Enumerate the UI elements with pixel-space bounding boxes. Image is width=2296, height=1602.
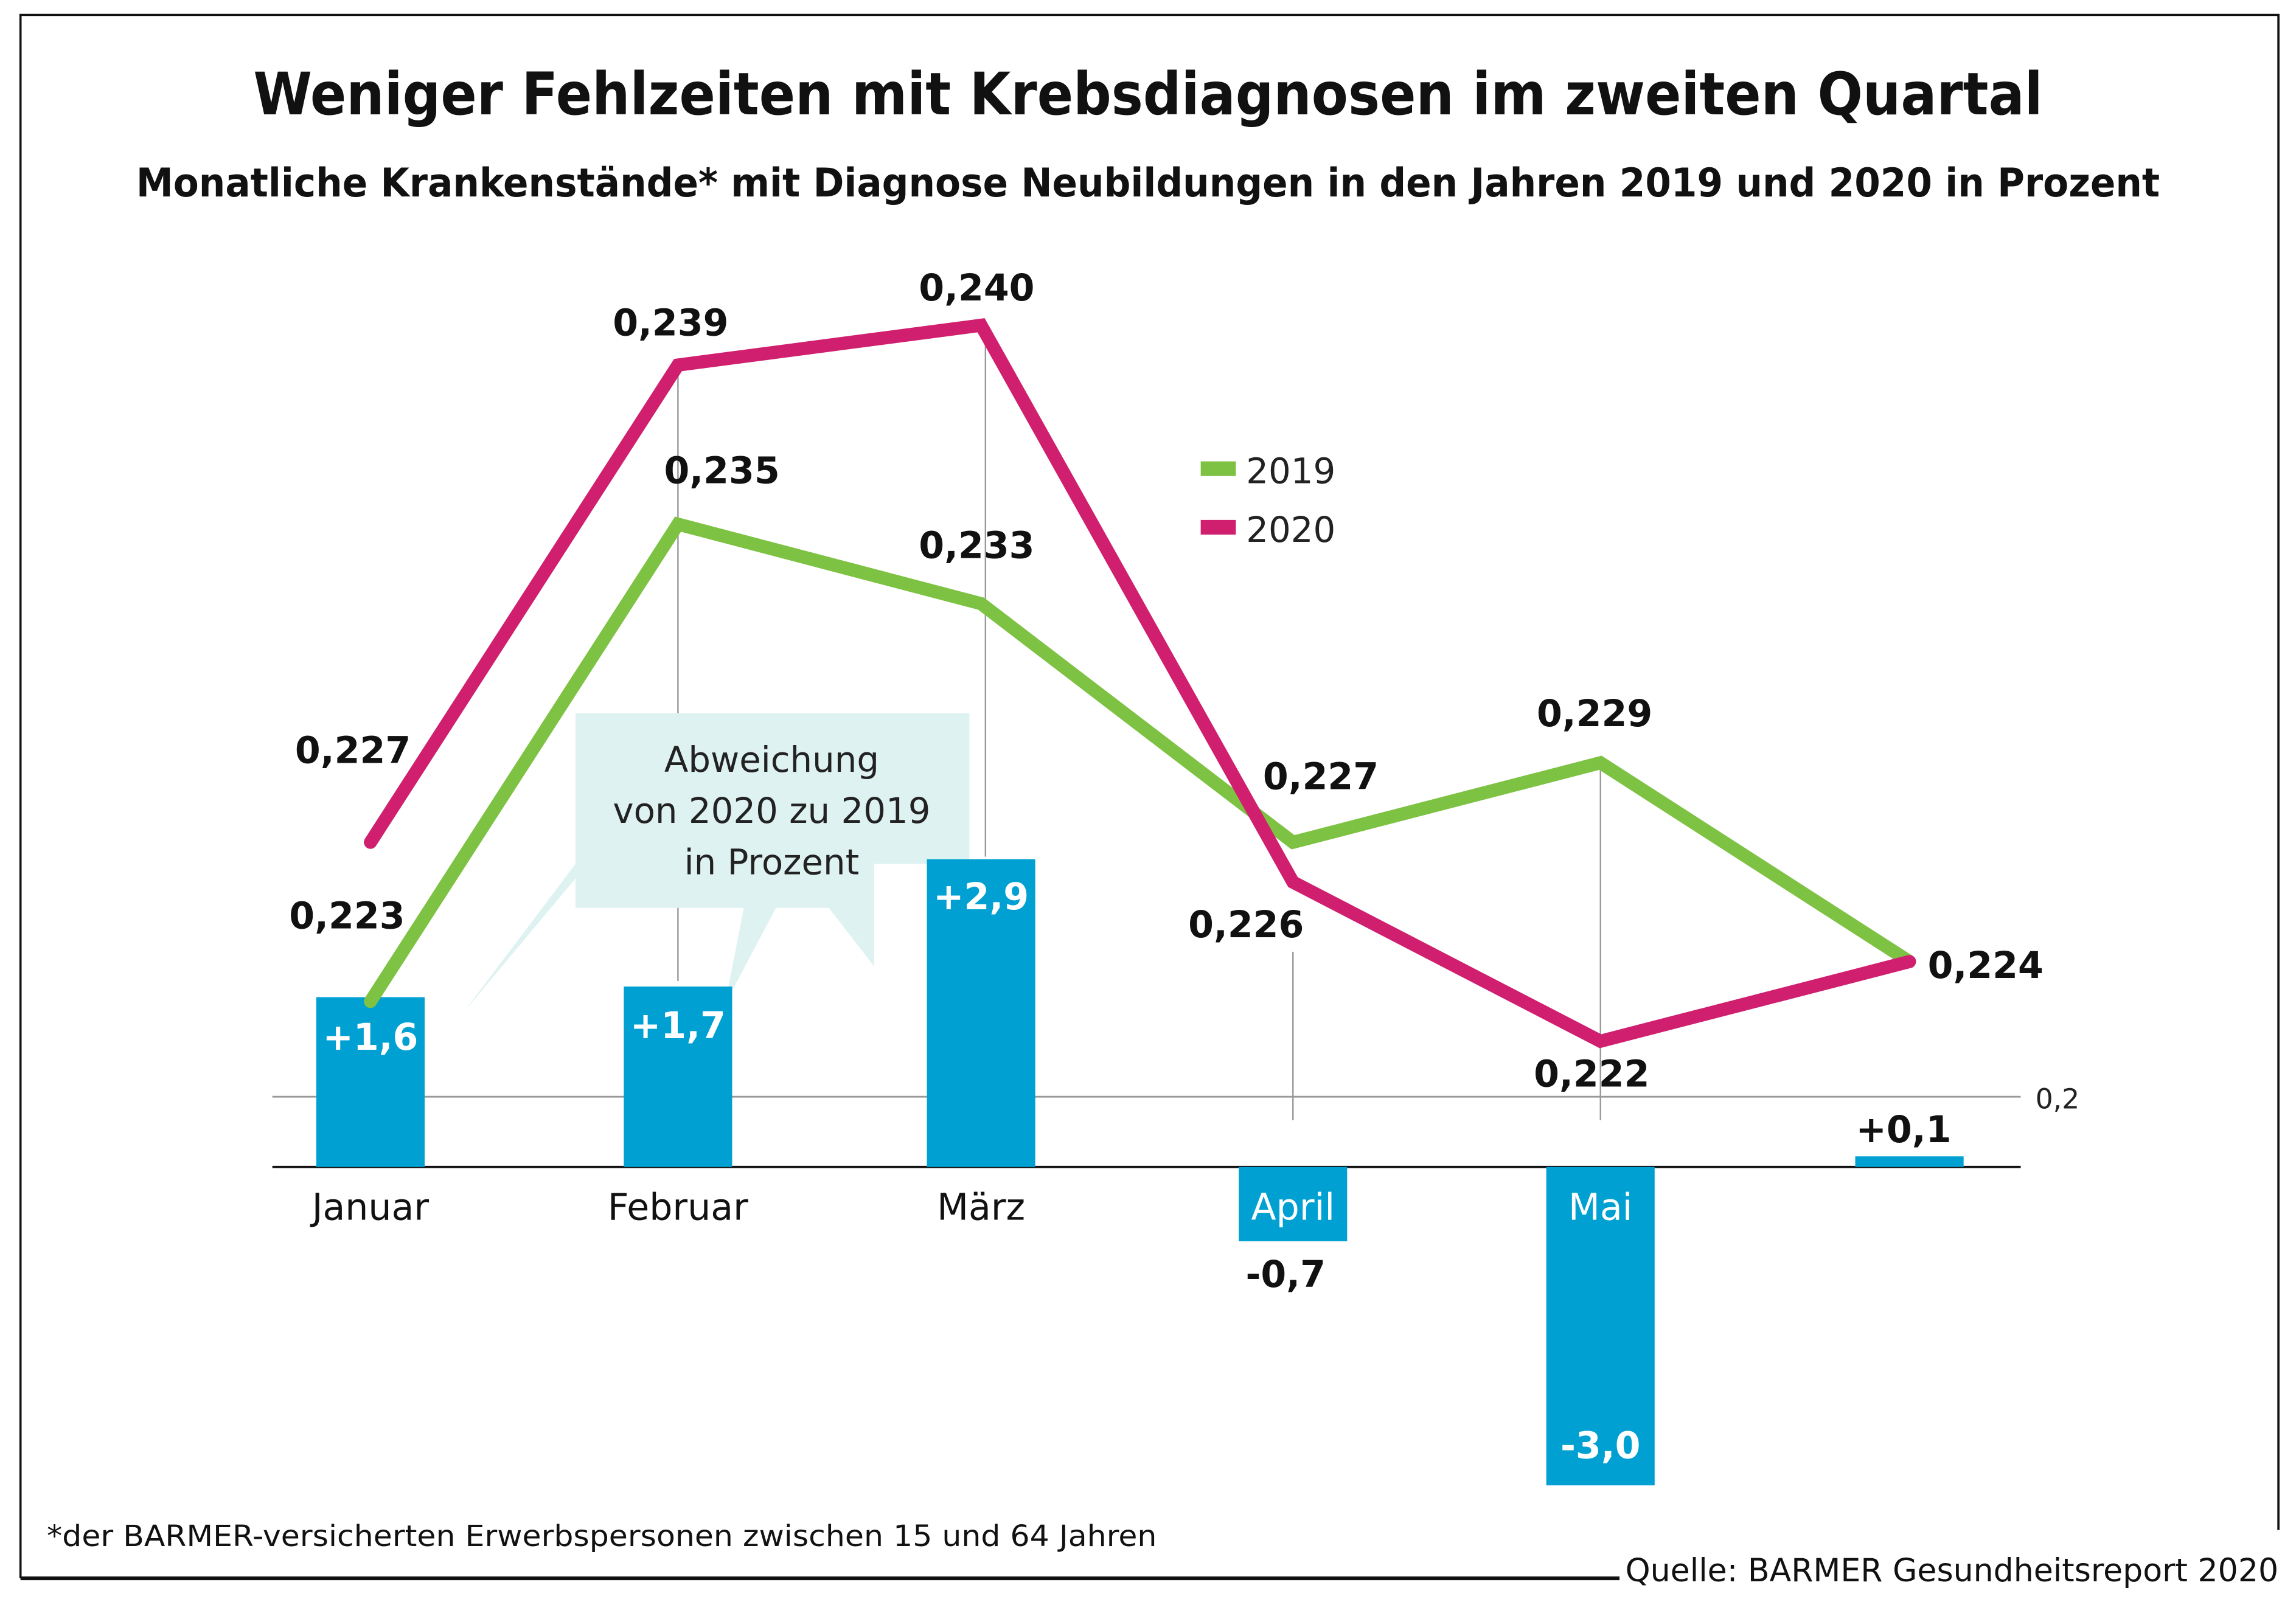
bar-value-label: +2,9 — [933, 876, 1029, 918]
point-label-2020: 0,227 — [295, 729, 411, 772]
callout-line-3: in Prozent — [684, 841, 860, 882]
deviation-bars — [316, 859, 1964, 1486]
deviation-bar — [1239, 1167, 1348, 1241]
legend: 2019 2020 — [1200, 451, 1335, 550]
y-tick-label: 0,2 — [2036, 1083, 2080, 1115]
footnote: *der BARMER-versicherten Erwerbspersonen… — [47, 1519, 1157, 1553]
legend-swatch-2020 — [1200, 519, 1236, 535]
callout-line-1: Abweichung — [664, 739, 879, 780]
point-label-2020: 0,240 — [919, 267, 1034, 310]
point-label-2020: 0,239 — [613, 302, 728, 345]
deviation-bar — [316, 997, 425, 1167]
deviation-callout: Abweichung von 2020 zu 2019 in Prozent — [462, 713, 970, 1013]
source: Quelle: BARMER Gesundheitsreport 2020 — [1626, 1552, 2278, 1589]
bar-value-label: -0,7 — [1245, 1254, 1326, 1296]
grid: 0,2 — [272, 325, 2080, 1168]
chart-subtitle: Monatliche Krankenstände* mit Diagnose N… — [136, 161, 2160, 206]
bar-value-label: +0,1 — [1856, 1109, 1951, 1151]
x-tick-label: Januar — [310, 1186, 430, 1229]
callout-line-2: von 2020 zu 2019 — [613, 790, 930, 831]
data-labels: Januar Februar März April Mai +1,6 +1,7 +2,9 -0,… — [289, 267, 2044, 1468]
callout-bubble — [462, 713, 970, 1013]
bar-value-label: -3,0 — [1560, 1425, 1641, 1468]
point-label-2019: 0,229 — [1537, 693, 1652, 735]
x-tick-label: März — [937, 1186, 1025, 1229]
point-label-2019: 0,227 — [1263, 756, 1379, 799]
series-lines — [364, 318, 1916, 1049]
series-line-2020 — [364, 318, 1916, 1049]
deviation-bar — [1855, 1156, 1964, 1167]
legend-swatch-2019 — [1200, 461, 1236, 476]
point-label-2019: 0,233 — [919, 524, 1034, 567]
point-label-2020: 0,226 — [1188, 904, 1304, 946]
point-label-2019: 0,223 — [289, 895, 405, 937]
x-tick-label: Februar — [608, 1186, 748, 1229]
legend-label-2020: 2020 — [1246, 509, 1335, 550]
point-label-2019: 0,235 — [664, 450, 779, 493]
x-tick-label: April — [1251, 1186, 1335, 1229]
bar-value-label: +1,7 — [630, 1005, 726, 1047]
chart-title: Weniger Fehlzeiten mit Krebsdiagnosen im… — [253, 60, 2042, 128]
legend-label-2019: 2019 — [1246, 451, 1335, 492]
point-label-2020: 0,222 — [1534, 1053, 1649, 1095]
deviation-bar — [1546, 1167, 1655, 1486]
bar-value-label: +1,6 — [322, 1016, 418, 1059]
point-label-2019: 0,224 — [1928, 945, 2044, 987]
x-tick-label: Mai — [1568, 1186, 1632, 1229]
deviation-bar — [927, 859, 1035, 1167]
series-line-2019 — [364, 516, 1916, 1008]
frame — [19, 13, 2280, 1581]
deviation-bar — [624, 987, 732, 1167]
